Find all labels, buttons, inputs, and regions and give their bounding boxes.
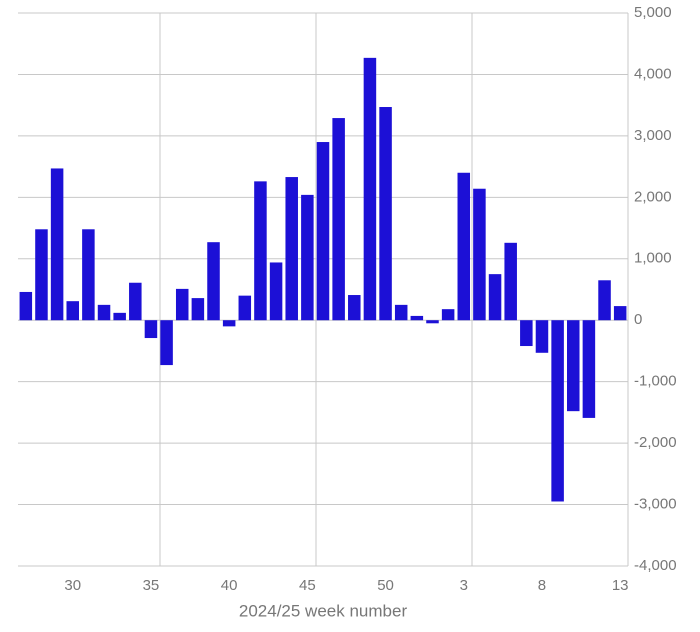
bar [97,304,111,321]
bar [457,172,471,321]
x-tick-label: 50 [377,577,394,594]
x-tick-label: 45 [299,577,316,594]
bar [410,315,424,321]
bar [222,320,236,327]
x-axis-label: 2024/25 week number [239,601,408,620]
bar [301,194,314,321]
bar [129,282,142,321]
bar [488,274,502,321]
x-tick-label: 30 [64,577,81,594]
bar [348,295,361,321]
bar [394,304,408,321]
bar [66,301,79,321]
y-tick-label: -2,000 [634,434,677,451]
bar [441,309,455,321]
bar [285,177,298,321]
bar [35,229,48,321]
bar [113,312,126,321]
bar [504,242,517,321]
bar [254,181,267,321]
bar [50,168,64,321]
bar [82,229,95,321]
bar [535,320,549,353]
bar [269,262,283,321]
x-tick-label: 35 [143,577,160,594]
y-tick-label: -3,000 [634,496,677,513]
bar [332,118,345,321]
y-tick-label: -1,000 [634,373,677,390]
y-tick-label: 5,000 [634,4,672,21]
x-tick-label: 8 [538,577,546,594]
y-tick-label: 4,000 [634,65,672,82]
bar [175,288,189,321]
bar [363,57,377,321]
bar [191,298,205,321]
y-tick-label: 0 [634,311,642,328]
bar [582,320,596,418]
bar [567,320,580,412]
bar [207,242,220,321]
y-tick-label: -4,000 [634,557,677,574]
y-tick-label: 1,000 [634,250,672,267]
bar [316,142,330,321]
bar [379,107,392,321]
x-tick-label: 13 [612,577,629,594]
x-tick-label: 3 [460,577,468,594]
y-tick-label: 2,000 [634,188,672,205]
bar [613,306,627,321]
bar [144,320,158,339]
bar [473,188,486,321]
x-tick-label: 40 [221,577,238,594]
bar [598,280,611,321]
bar [551,320,564,502]
y-tick-label: 3,000 [634,127,672,144]
bar [160,320,173,366]
bar [426,320,439,324]
bar [19,291,33,321]
bar [238,295,252,321]
bar [520,320,533,347]
